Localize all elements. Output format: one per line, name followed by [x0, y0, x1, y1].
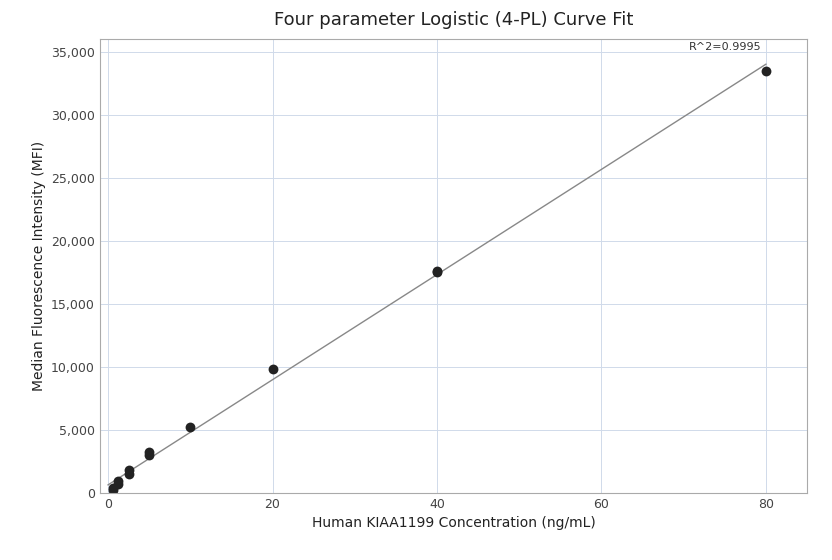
Point	[266, 365, 280, 374]
Point	[430, 267, 443, 276]
X-axis label: Human KIAA1199 Concentration (ng/mL): Human KIAA1199 Concentration (ng/mL)	[311, 516, 596, 530]
Point	[184, 422, 197, 431]
Point	[106, 484, 120, 493]
Text: R^2=0.9995: R^2=0.9995	[689, 42, 762, 52]
Point	[111, 477, 125, 486]
Point	[122, 466, 136, 475]
Point	[111, 479, 125, 488]
Point	[430, 268, 443, 277]
Y-axis label: Median Fluorescence Intensity (MFI): Median Fluorescence Intensity (MFI)	[32, 141, 46, 391]
Point	[142, 450, 156, 459]
Point	[106, 486, 120, 495]
Point	[142, 448, 156, 457]
Title: Four parameter Logistic (4-PL) Curve Fit: Four parameter Logistic (4-PL) Curve Fit	[274, 11, 633, 29]
Point	[760, 66, 773, 75]
Point	[122, 469, 136, 478]
